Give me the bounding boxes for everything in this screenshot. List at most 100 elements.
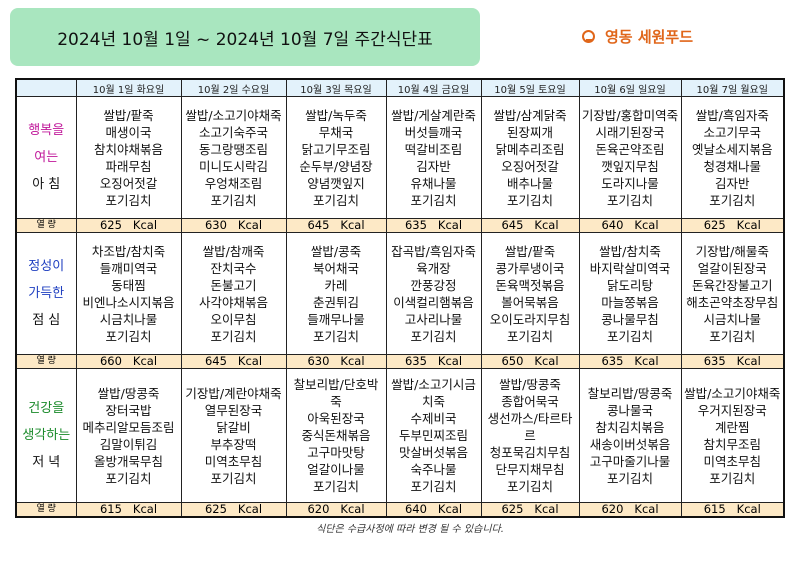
day-header: 10월 7일 월요일: [680, 78, 785, 97]
menu-item: 떡갈비조림: [404, 141, 463, 157]
menu-item: 포기김치: [210, 328, 257, 344]
meal-row: 건강을 생각하는 저 녁 쌀밥/땅콩죽 장터국밥 메추리알모듬조림 김말이튀김 올방개묵무침 포…: [15, 368, 785, 503]
menu-item: 매생이국: [105, 124, 152, 140]
menu-item: 닭고기무조림: [301, 141, 371, 157]
menu-item: 들깨미역국: [99, 260, 158, 276]
menu-item: 포기김치: [709, 328, 756, 344]
menu-cell: 쌀밥/소고기야채죽 우거지된장국 계란찜 참치무조림 미역초무침 포기김치: [680, 368, 785, 503]
menu-cell: 쌀밥/녹두죽 무채국 닭고기무조림 순두부/양념장 양념깻잎지 포기김치: [285, 96, 387, 219]
kcal-cell: 645 Kcal: [285, 218, 387, 233]
menu-item: 북어채국: [312, 260, 359, 276]
menu-item: 닭도리탕: [606, 277, 653, 293]
menu-item: 미니도시락김: [198, 158, 268, 174]
day-header: 10월 4일 금요일: [385, 78, 482, 97]
menu-item: 포기김치: [312, 328, 359, 344]
kcal-unit: Kcal: [634, 502, 659, 516]
day-header: 10월 3일 목요일: [285, 78, 387, 97]
menu-item: 콩나물국: [606, 402, 653, 418]
kcal-unit: Kcal: [437, 502, 463, 516]
menu-item: 찰보리밥/땅콩죽: [587, 385, 673, 401]
kcal-value: 635: [404, 354, 427, 368]
kcal-value: 650: [501, 354, 524, 368]
menu-item: 기장밥/해물죽: [695, 243, 769, 259]
menu-item: 중식돈채볶음: [301, 428, 371, 443]
menu-item: 쌀밥/녹두죽: [305, 107, 367, 123]
kcal-cell: 625 Kcal: [480, 502, 580, 518]
kcal-label: 열 량: [15, 354, 77, 369]
menu-item: 장터국밥: [105, 402, 152, 418]
menu-item: 종합어묵국: [501, 394, 559, 409]
kcal-value: 640: [404, 502, 427, 516]
kcal-cell: 625 Kcal: [75, 218, 182, 233]
menu-cell: 쌀밥/소고기야채죽 소고기숙주국 동그랑땡조림 미니도시락김 우엉채조림 포기김치: [180, 96, 287, 219]
menu-item: 기장밥/계란야채죽: [185, 385, 282, 401]
meal-label-line: 건강을: [28, 401, 65, 416]
menu-item: 깻잎지무침: [601, 158, 659, 174]
menu-item: 포기김치: [312, 479, 359, 494]
kcal-unit: Kcal: [340, 502, 365, 516]
kcal-cell: 640 Kcal: [385, 502, 482, 518]
menu-item: 들깨무나물: [307, 311, 365, 327]
menu-item: 열무된장국: [204, 402, 263, 418]
meal-label: 건강을 생각하는 저 녁: [15, 368, 77, 503]
menu-item: 기장밥/홍합미역죽: [581, 107, 679, 123]
kcal-cell: 625 Kcal: [680, 218, 785, 233]
kcal-unit: Kcal: [736, 354, 761, 368]
meal-label-line: 행복을: [28, 123, 65, 138]
menu-item: 동그랑땡조림: [198, 141, 268, 157]
day-header: 10월 2일 수요일: [180, 78, 287, 97]
menu-item: 해초곤약초장무침: [686, 294, 779, 310]
menu-item: 새송이버섯볶음: [589, 436, 671, 452]
menu-item: 포기김치: [709, 192, 756, 208]
menu-item: 쌀밥/콩죽: [310, 243, 362, 259]
menu-item: 잡곡밥/흑임자죽: [391, 243, 476, 259]
menu-item: 계란찜: [714, 419, 750, 435]
menu-item: 깐풍강정: [410, 277, 457, 293]
brand-name: 영동 세원푸드: [605, 28, 694, 46]
menu-item: 얼갈이나물: [307, 462, 365, 477]
menu-item: 쌀밥/팥죽: [103, 107, 154, 123]
menu-item: 숙주나물: [410, 462, 457, 477]
menu-item: 배추나물: [506, 175, 553, 191]
menu-item: 얼갈이된장국: [697, 260, 767, 276]
menu-item: 옛날소세지볶음: [691, 141, 773, 157]
menu-item: 김자반: [416, 158, 451, 174]
menu-item: 오징어젓갈: [99, 175, 158, 191]
page-title: 2024년 10월 1일 ~ 2024년 10월 7일 주간식단표: [10, 8, 480, 66]
meal-row: 행복을 여는 아 침 쌀밥/팥죽 매생이국 참치야채볶음 파래무침 오징어젓갈 포기김치 쌀밥/소…: [15, 96, 785, 219]
menu-item: 육개장: [416, 260, 451, 276]
menu-cell: 쌀밥/콩죽 북어채국 카레 춘권튀김 들깨무나물 포기김치: [285, 232, 387, 355]
meal-label-line: 여는: [34, 150, 59, 165]
menu-item: 고구마맛탕: [307, 445, 365, 460]
menu-cell: 차조밥/참치죽 들깨미역국 동태찜 비엔나소시지볶음 시금치나물 포기김치: [75, 232, 182, 355]
kcal-cell: 630 Kcal: [285, 354, 387, 369]
kcal-unit: Kcal: [237, 354, 263, 368]
kcal-value: 645: [307, 218, 330, 232]
menu-item: 청포묵김치무침: [489, 445, 571, 460]
menu-item: 올방개묵무침: [93, 453, 163, 469]
kcal-value: 625: [501, 502, 524, 516]
menu-item: 동태찜: [111, 277, 146, 293]
menu-item: 콩나물무침: [601, 311, 659, 327]
kcal-unit: Kcal: [534, 218, 559, 232]
menu-item: 포기김치: [210, 470, 257, 486]
menu-item: 포기김치: [105, 192, 152, 208]
menu-cell: 기장밥/계란야채죽 열무된장국 닭갈비 부추장떡 미역초무침 포기김치: [180, 368, 287, 503]
kcal-unit: Kcal: [132, 354, 158, 368]
menu-cell: 쌀밥/삼계닭죽 된장찌개 닭메추리조림 오징어젓갈 배추나물 포기김치: [480, 96, 580, 219]
weekly-menu-table: 10월 1일 화요일 10월 2일 수요일 10월 3일 목요일 10월 4일 금요일…: [15, 78, 785, 518]
menu-item: 쌀밥/게살계란죽: [391, 107, 476, 123]
menu-item: 차조밥/참치죽: [91, 243, 166, 259]
menu-item: 참치야채볶음: [93, 141, 163, 157]
meal-label-line: 저 녁: [32, 455, 61, 470]
menu-item: 메추리알모듬조림: [82, 419, 175, 435]
menu-item: 도라지나물: [601, 175, 659, 191]
menu-item: 쌀밥/소고기시금치죽: [391, 377, 476, 409]
menu-item: 쌀밥/땅콩죽: [97, 385, 160, 401]
menu-item: 버섯들깨국: [404, 124, 463, 140]
menu-cell: 쌀밥/소고기시금치죽 수제비국 두부민찌조림 맛살버섯볶음 숙주나물 포기김치: [385, 368, 482, 503]
kcal-cell: 635 Kcal: [385, 354, 482, 369]
menu-cell: 기장밥/해물죽 얼갈이된장국 돈육간장불고기 해초곤약초장무침 시금치나물 포기김치: [680, 232, 785, 355]
menu-item: 쌀밥/팥죽: [504, 243, 556, 259]
meal-label-line: 점 심: [32, 313, 61, 328]
